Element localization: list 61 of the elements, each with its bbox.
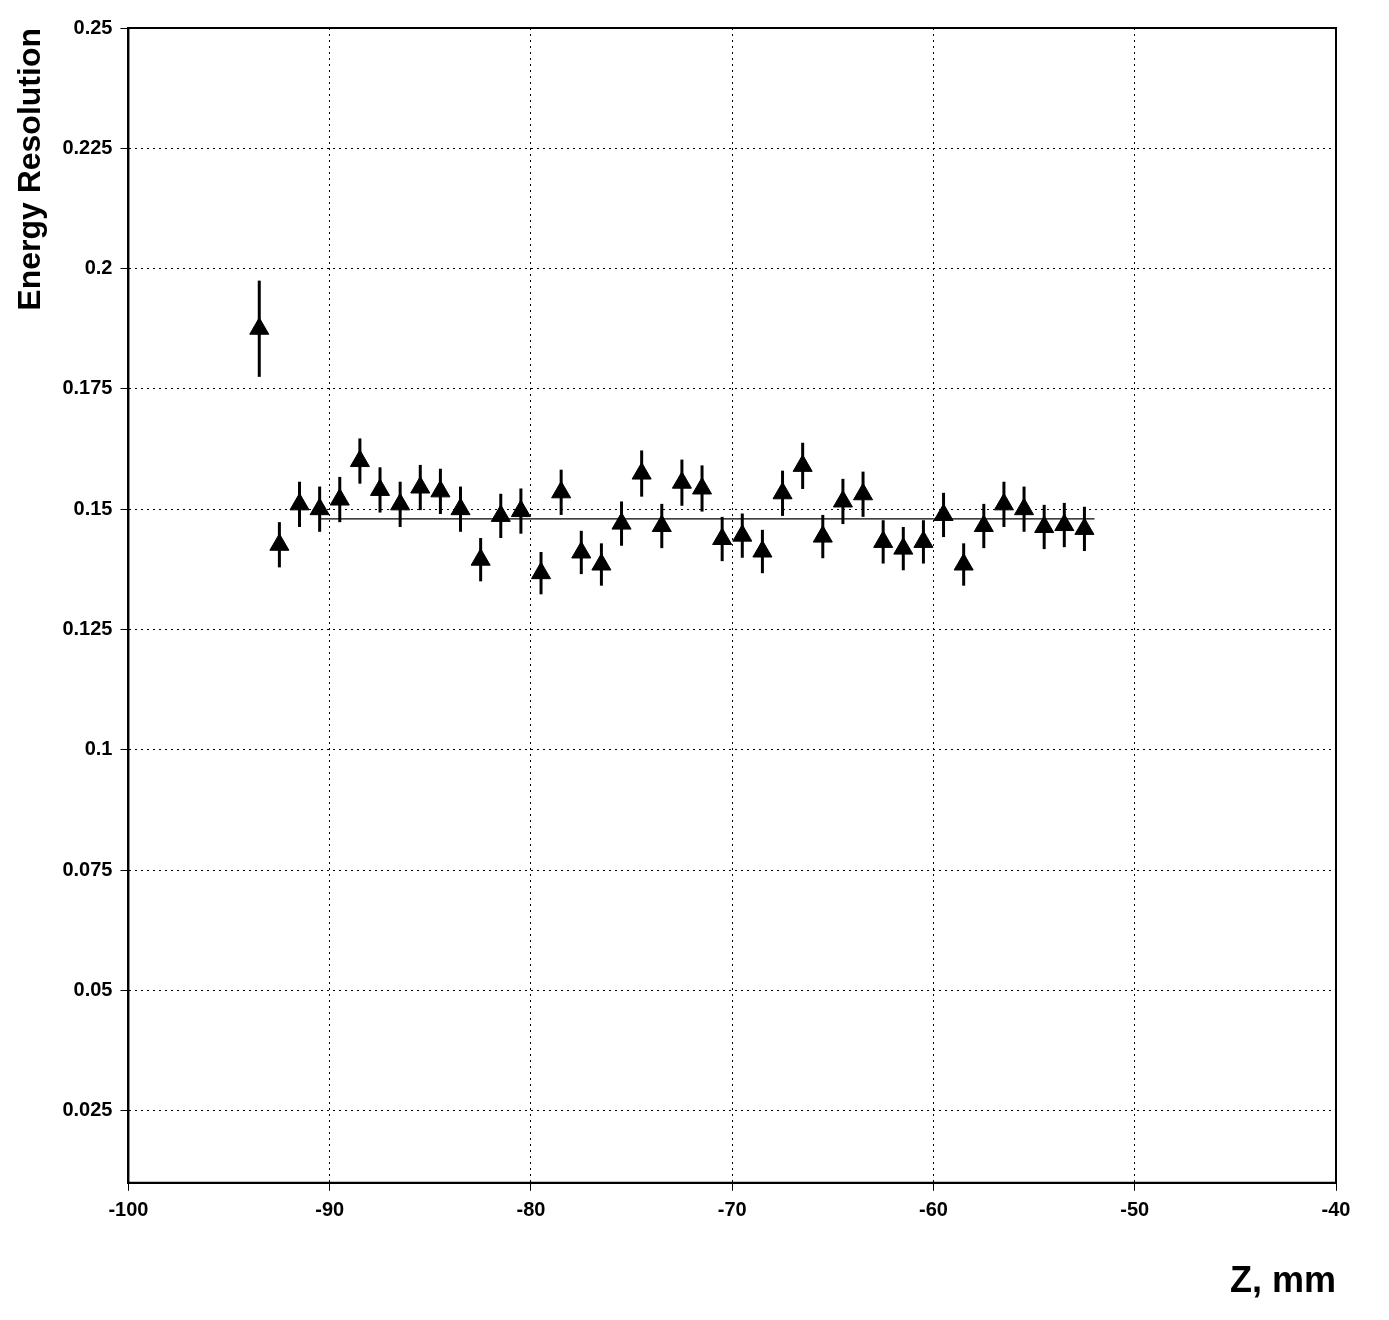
point [1054, 513, 1075, 532]
point [490, 504, 511, 522]
x-tick-label: -50 [1120, 1198, 1150, 1221]
point [1074, 517, 1095, 535]
point [269, 533, 290, 551]
x-axis-title: Z, mm [1229, 1259, 1336, 1301]
point [752, 540, 773, 558]
y-tick-label: 0.1 [84, 737, 113, 760]
point [611, 512, 632, 530]
y-tick-label: 0.25 [73, 15, 113, 38]
point [430, 479, 451, 498]
point [591, 553, 612, 571]
point [410, 476, 431, 494]
point [390, 492, 411, 511]
point [329, 488, 350, 506]
point [812, 525, 833, 543]
point [651, 514, 672, 533]
point [913, 530, 934, 548]
point [993, 492, 1014, 511]
point [973, 514, 994, 533]
point [1014, 497, 1035, 516]
point [531, 561, 552, 580]
y-tick-label: 0.225 [62, 135, 113, 158]
x-tick-label: -70 [717, 1198, 747, 1221]
point [732, 524, 753, 542]
point [571, 540, 592, 559]
point [349, 449, 370, 468]
point [309, 497, 330, 516]
point [953, 553, 974, 571]
point [893, 537, 914, 555]
point [631, 462, 652, 480]
point [712, 527, 733, 545]
point [772, 481, 793, 500]
point [450, 497, 471, 516]
x-tick-label: -60 [919, 1198, 948, 1221]
point [510, 499, 531, 518]
point [692, 476, 713, 495]
point [853, 482, 874, 501]
y-tick-label: 0.2 [84, 256, 113, 279]
y-tick-label: 0.15 [73, 496, 113, 519]
y-tick-label: 0.125 [62, 616, 113, 639]
x-tick-label: -90 [315, 1198, 345, 1221]
point [370, 478, 391, 496]
point [551, 480, 572, 499]
point [249, 317, 270, 335]
point [470, 548, 491, 566]
y-axis-title: Energy Resolution [11, 28, 48, 311]
y-tick-label: 0.175 [62, 376, 113, 399]
point [873, 530, 894, 548]
y-tick-label: 0.075 [62, 857, 113, 880]
point [832, 489, 853, 508]
point [289, 492, 310, 511]
point [792, 454, 813, 472]
y-tick-label: 0.025 [62, 1098, 113, 1121]
point [1034, 515, 1055, 533]
y-tick-label: 0.05 [73, 977, 113, 1000]
x-tick-label: -80 [516, 1198, 546, 1221]
point [933, 503, 954, 521]
point [671, 471, 692, 489]
x-tick-label: -100 [108, 1198, 149, 1221]
x-tick-label: -40 [1321, 1198, 1351, 1221]
